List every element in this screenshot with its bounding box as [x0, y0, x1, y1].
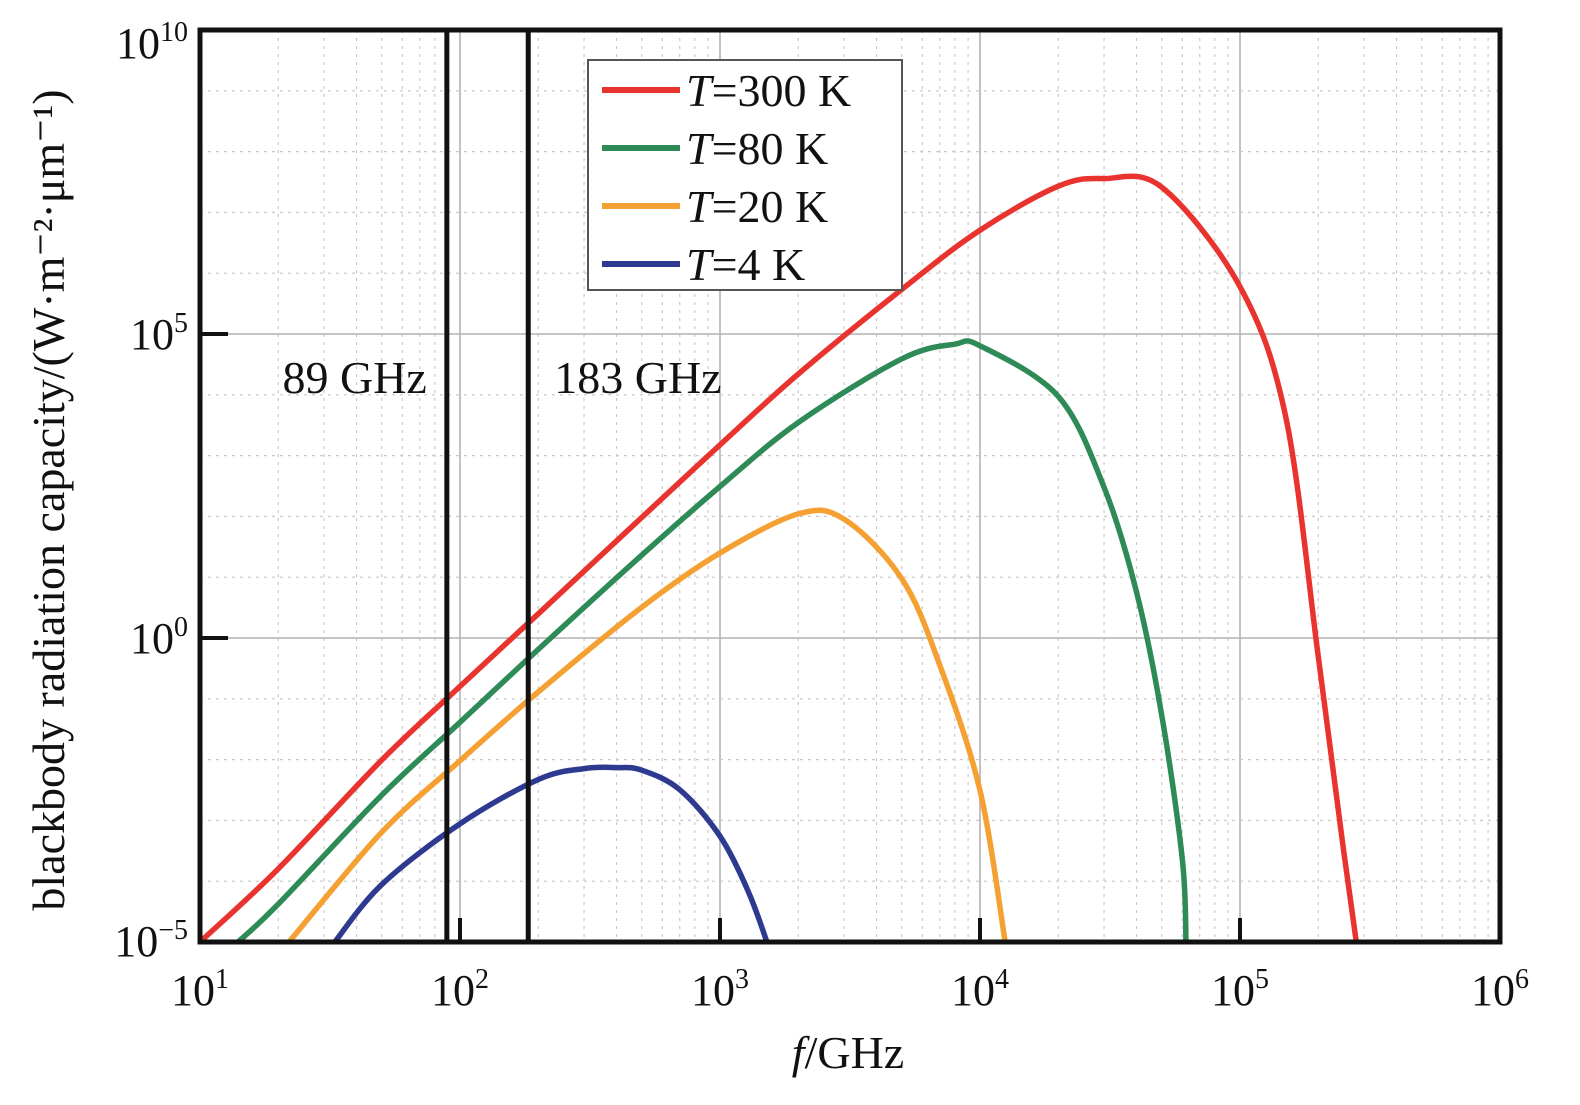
marker-label-183-ghz: 183 GHz	[554, 352, 721, 403]
legend-box	[587, 59, 903, 291]
legend: T=300 KT=80 KT=20 KT=4 K	[587, 59, 903, 291]
x-tick-label-base: 10	[171, 966, 215, 1015]
legend-label-variable: T	[686, 181, 715, 232]
y-axis-title: blackbody radiation capacity/(W·m⁻²·μm⁻¹…	[23, 89, 74, 910]
x-axis-title-unit: /GHz	[805, 1027, 905, 1078]
legend-label-value: =20 K	[712, 181, 829, 232]
x-tick-label-exponent: 6	[1515, 964, 1529, 995]
x-tick-label-base: 10	[951, 966, 995, 1015]
x-tick-label: 104	[951, 964, 1009, 1015]
marker-layer: 89 GHz 183 GHz	[282, 30, 722, 942]
y-tick-label-exponent: −5	[158, 915, 188, 946]
plot-frame	[197, 27, 1503, 945]
y-tick-label-base: 10	[114, 917, 158, 966]
grid	[200, 30, 1500, 942]
x-tick-label-base: 10	[691, 966, 735, 1015]
legend-label-4k: T=4 K	[686, 239, 805, 290]
x-tick-label-exponent: 5	[1255, 964, 1269, 995]
y-tick-label-base: 10	[116, 19, 160, 68]
y-tick-label-base: 10	[130, 614, 174, 663]
x-tick-label-exponent: 4	[995, 964, 1009, 995]
y-tick-label-base: 10	[130, 310, 174, 359]
marker-label-89-ghz: 89 GHz	[282, 352, 426, 403]
x-tick-label: 101	[171, 964, 229, 1015]
x-axis-title: f/GHz	[792, 1027, 904, 1078]
legend-label-variable: T	[686, 239, 715, 290]
x-tick-label: 105	[1211, 964, 1269, 1015]
y-tick-label-exponent: 10	[160, 17, 188, 48]
x-tick-label: 103	[691, 964, 749, 1015]
y-tick-label-exponent: 5	[174, 308, 188, 339]
legend-label-20k: T=20 K	[686, 181, 828, 232]
x-tick-label-base: 10	[1211, 966, 1255, 1015]
x-tick-label-base: 10	[1471, 966, 1515, 1015]
y-tick-label: 10−5	[114, 915, 188, 966]
x-tick-label-exponent: 3	[735, 964, 749, 995]
x-tick-label-exponent: 1	[215, 964, 229, 995]
legend-label-value: =4 K	[712, 239, 806, 290]
legend-label-value: =80 K	[712, 123, 829, 174]
y-tick-label-exponent: 0	[174, 612, 188, 643]
legend-label-300k: T=300 K	[686, 65, 851, 116]
legend-label-variable: T	[686, 123, 715, 174]
y-tick-label: 1010	[116, 17, 188, 68]
series-line-80k	[235, 338, 1189, 942]
x-tick-label-exponent: 2	[475, 964, 489, 995]
series-line-4k	[332, 764, 770, 942]
legend-label-80k: T=80 K	[686, 123, 828, 174]
x-tick-label: 102	[431, 964, 489, 1015]
y-tick-label: 100	[130, 612, 188, 663]
x-tick-label: 106	[1471, 964, 1529, 1015]
legend-label-variable: T	[686, 65, 715, 116]
series-line-20k	[286, 507, 1008, 942]
legend-label-value: =300 K	[712, 65, 852, 116]
y-tick-label: 105	[130, 308, 188, 359]
x-tick-label-base: 10	[431, 966, 475, 1015]
